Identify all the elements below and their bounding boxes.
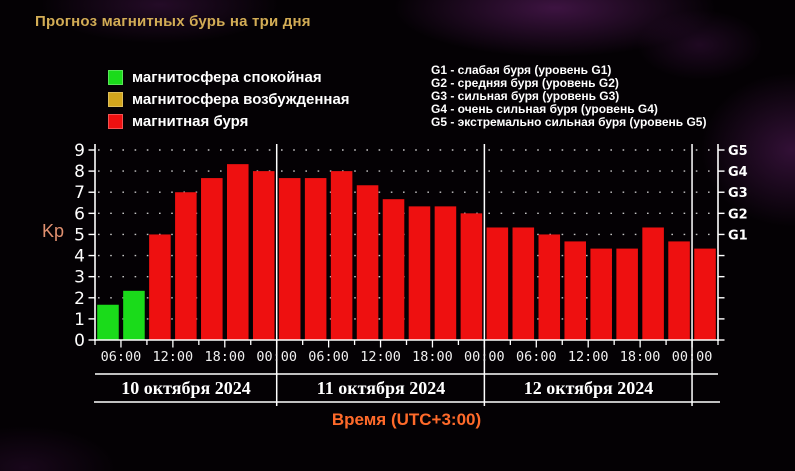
legend-item-label: магнитосфера спокойная	[132, 68, 322, 86]
axis-tick-label: 9	[74, 141, 85, 161]
legend-item-label: магнитосфера возбужденная	[132, 90, 350, 108]
kp-bar	[175, 192, 197, 340]
date-label-day1: 10 октября 2024	[121, 378, 251, 398]
kp-bar	[590, 248, 612, 340]
legend-item-storm: магнитная буря	[108, 110, 350, 132]
kp-bar	[149, 234, 171, 340]
date-label-day3: 12 октября 2024	[523, 378, 654, 398]
axis-tick-label: 18:00	[204, 349, 245, 365]
axis-tick-label: 1	[74, 310, 85, 330]
axis-tick-label: 0	[74, 331, 85, 351]
storm-color-swatch	[108, 113, 123, 129]
axis-tick-label: 8	[74, 162, 85, 182]
kp-bar	[616, 248, 638, 340]
axis-tick-label: 06:00	[101, 349, 142, 365]
kp-bar	[668, 241, 690, 340]
kp-bar	[512, 227, 535, 340]
quiet-color-swatch	[108, 69, 123, 85]
kp-bar	[330, 171, 353, 340]
legend-item-excited: магнитосфера возбужденная	[108, 88, 350, 110]
legend-item-label: магнитная буря	[132, 112, 249, 130]
legend-item-quiet: магнитосфера спокойная	[108, 66, 350, 88]
axis-tick-label: 06:00	[308, 349, 349, 365]
kp-bar	[123, 290, 145, 340]
storm-level-g2: G2 - средняя буря (уровень G2)	[431, 76, 619, 90]
axis-tick-label: 06:00	[516, 349, 557, 365]
kp-state-legend: магнитосфера спокойная магнитосфера возб…	[108, 66, 350, 132]
axis-tick-label: 18:00	[620, 349, 661, 365]
axis-tick-label: G2	[728, 207, 748, 222]
kp-bar	[694, 248, 716, 340]
kp-bar	[486, 227, 509, 340]
axis-tick-label: 00:00	[464, 349, 505, 365]
axis-tick-label: G3	[728, 186, 748, 201]
storm-level-scale: G1 - слабая буря (уровень G1) G2 - средн…	[431, 64, 706, 129]
excited-color-swatch	[108, 91, 123, 107]
kp-bar	[382, 199, 405, 340]
kp-bar	[226, 164, 249, 340]
axis-tick-label: 4	[74, 247, 85, 267]
axis-tick-label: 12:00	[568, 349, 609, 365]
axis-tick-label: 5	[74, 225, 85, 245]
kp-bar	[252, 171, 275, 340]
axis-tick-label: G1	[728, 228, 748, 243]
kp-bar	[460, 213, 483, 340]
axis-tick-label: 00:00	[672, 349, 713, 365]
kp-bar	[201, 178, 223, 340]
axis-tick-label: 6	[74, 204, 85, 224]
kp-bar	[278, 178, 301, 340]
axis-tick-label: 18:00	[412, 349, 453, 365]
kp-bar	[304, 178, 327, 340]
axis-tick-label: 3	[74, 268, 85, 288]
kp-bar	[564, 241, 587, 340]
kp-bar	[408, 206, 431, 340]
y-axis-title-kp: Kp	[42, 221, 65, 241]
date-label-day2: 11 октября 2024	[316, 378, 446, 398]
page-title: Прогноз магнитных бурь на три дня	[35, 13, 311, 30]
kp-bar	[434, 206, 457, 340]
kp-bar	[356, 185, 379, 340]
axis-tick-label: 00:00	[256, 349, 297, 365]
axis-tick-label: 12:00	[153, 349, 194, 365]
axis-tick-label: 7	[74, 183, 85, 203]
storm-level-g4: G4 - очень сильная буря (уровень G4)	[431, 102, 658, 116]
axis-tick-label: G5	[728, 144, 748, 159]
x-axis-title-time: Время (UTC+3:00)	[331, 410, 482, 429]
axis-tick-label: G4	[728, 165, 748, 180]
storm-level-g1: G1 - слабая буря (уровень G1)	[431, 63, 612, 77]
storm-level-g5: G5 - экстремально сильная буря (уровень …	[431, 115, 707, 129]
axis-tick-label: 12:00	[360, 349, 401, 365]
kp-bar	[97, 304, 119, 340]
storm-level-g3: G3 - сильная буря (уровень G3)	[431, 89, 620, 103]
axis-tick-label: 2	[74, 289, 85, 309]
kp-bar	[538, 234, 561, 340]
kp-bar	[642, 227, 664, 340]
